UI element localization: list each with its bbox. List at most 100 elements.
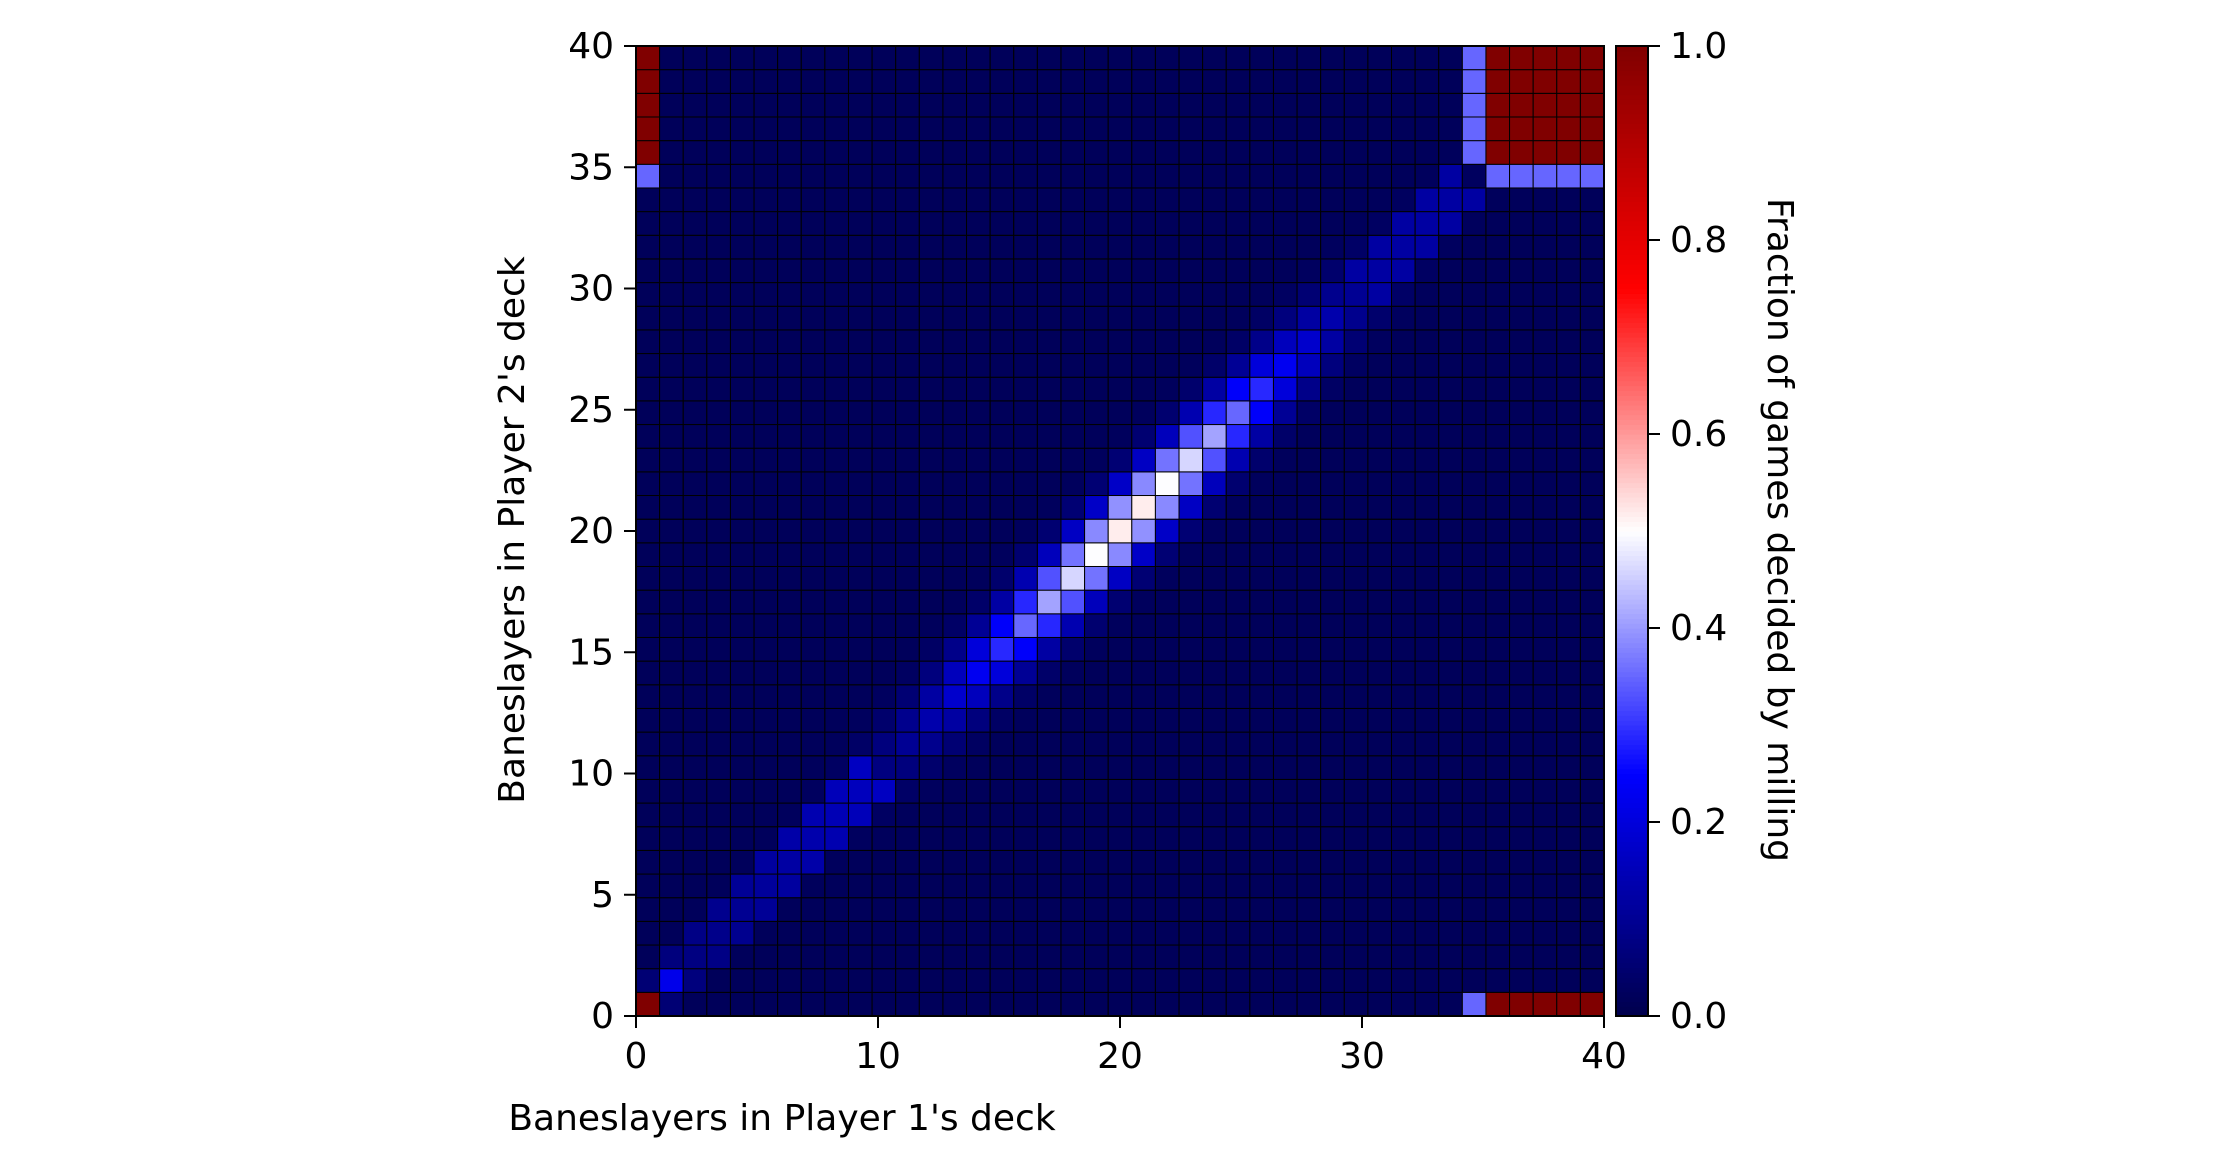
heatmap-cell — [1461, 45, 1487, 71]
heatmap-cell — [659, 187, 684, 213]
y-tick-label: 20 — [568, 511, 614, 552]
heatmap-cell — [1320, 920, 1345, 946]
colorbar-segment — [1616, 982, 1648, 988]
heatmap-cell — [753, 116, 779, 142]
colorbar-segment — [1616, 424, 1648, 430]
heatmap-cell — [1367, 518, 1393, 544]
heatmap-cell — [1485, 542, 1511, 567]
heatmap-cell — [1532, 211, 1558, 236]
heatmap-cell — [706, 140, 731, 165]
heatmap-cell — [682, 849, 708, 875]
heatmap-cell — [777, 589, 802, 615]
heatmap-cell — [1414, 613, 1440, 638]
heatmap-cell — [1532, 613, 1558, 638]
heatmap-cell — [1272, 163, 1298, 189]
colorbar-segment — [1616, 647, 1648, 653]
heatmap-cell — [1367, 495, 1393, 520]
heatmap-cell — [1131, 897, 1156, 922]
heatmap-cell — [1579, 991, 1605, 1017]
heatmap-cell — [1013, 234, 1038, 260]
heatmap-cell — [1272, 778, 1298, 804]
heatmap-cell — [1391, 424, 1416, 449]
heatmap-cell — [1178, 447, 1204, 473]
heatmap-cell — [1036, 991, 1062, 1017]
heatmap-cell — [1107, 968, 1133, 993]
heatmap-cell — [966, 613, 991, 638]
heatmap-cell — [1391, 778, 1416, 804]
heatmap-cell — [1272, 802, 1298, 828]
heatmap-cell — [989, 376, 1015, 402]
heatmap-cell — [1036, 424, 1062, 449]
heatmap-cell — [1249, 565, 1274, 591]
heatmap-cell — [1107, 140, 1133, 165]
heatmap-cell — [1320, 69, 1345, 94]
heatmap-cell — [659, 234, 684, 260]
heatmap-cell — [1036, 873, 1062, 899]
heatmap-cell — [1509, 211, 1534, 236]
heatmap-cell — [1532, 305, 1558, 331]
heatmap-cell — [1131, 873, 1156, 899]
heatmap-cell — [1154, 755, 1180, 780]
heatmap-cell — [1532, 163, 1558, 189]
heatmap-cell — [1296, 424, 1322, 449]
colorbar-segment — [1616, 540, 1648, 547]
heatmap-cell — [1532, 187, 1558, 213]
heatmap-cell — [1013, 187, 1038, 213]
heatmap-cell — [1178, 92, 1204, 118]
heatmap-cell — [1154, 968, 1180, 993]
heatmap-cell — [1532, 258, 1558, 284]
heatmap-cell — [824, 589, 849, 615]
heatmap-cell — [871, 471, 897, 497]
heatmap-cell — [729, 495, 755, 520]
heatmap-cell — [1438, 163, 1463, 189]
colorbar-segment — [1616, 996, 1648, 1003]
heatmap-cell — [1532, 45, 1558, 71]
heatmap-cell — [800, 305, 826, 331]
heatmap-cell — [942, 755, 968, 780]
heatmap-cell — [895, 920, 920, 946]
heatmap-cell — [918, 92, 944, 118]
heatmap-cell — [1343, 471, 1369, 497]
heatmap-cell — [1013, 991, 1038, 1017]
heatmap-cell — [706, 45, 731, 71]
heatmap-cell — [1296, 873, 1322, 899]
heatmap-cell — [1107, 613, 1133, 638]
heatmap-cell — [635, 447, 661, 473]
heatmap-cell — [800, 920, 826, 946]
heatmap-cell — [1438, 589, 1463, 615]
heatmap-cell — [800, 849, 826, 875]
heatmap-cell — [1367, 636, 1393, 662]
heatmap-cell — [1438, 542, 1463, 567]
colorbar-segment — [1616, 259, 1648, 265]
heatmap-cell — [1509, 163, 1534, 189]
heatmap-cell — [1485, 802, 1511, 828]
heatmap-cell — [1556, 518, 1581, 544]
heatmap-cell — [1485, 163, 1511, 189]
heatmap-cell — [1272, 826, 1298, 851]
heatmap-cell — [1131, 116, 1156, 142]
heatmap-cell — [1272, 589, 1298, 615]
heatmap-cell — [1131, 400, 1156, 426]
heatmap-cell — [989, 684, 1015, 709]
heatmap-cell — [800, 778, 826, 804]
heatmap-cell — [942, 305, 968, 331]
heatmap-cell — [1178, 400, 1204, 426]
heatmap-cell — [966, 353, 991, 378]
heatmap-cell — [1107, 163, 1133, 189]
heatmap-cell — [1367, 849, 1393, 875]
heatmap-cell — [1178, 329, 1204, 355]
colorbar-segment — [1616, 952, 1648, 959]
heatmap-cell — [966, 234, 991, 260]
heatmap-cell — [1296, 258, 1322, 284]
heatmap-cell — [1391, 589, 1416, 615]
heatmap-cell — [777, 447, 802, 473]
heatmap-cell — [966, 45, 991, 71]
heatmap-cell — [682, 778, 708, 804]
heatmap-cell — [989, 944, 1015, 970]
heatmap-cell — [847, 920, 873, 946]
colorbar-segment — [1616, 249, 1648, 256]
heatmap-cell — [1131, 731, 1156, 757]
heatmap-cell — [895, 447, 920, 473]
heatmap-cell — [659, 69, 684, 94]
heatmap-cell — [1532, 234, 1558, 260]
